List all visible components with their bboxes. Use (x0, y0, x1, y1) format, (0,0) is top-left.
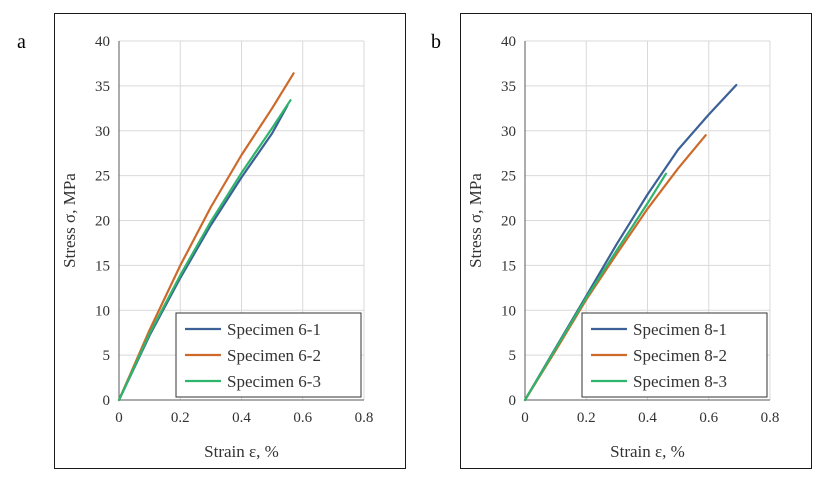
y-tick-label: 15 (95, 258, 110, 274)
y-tick-label: 10 (95, 303, 110, 319)
x-tick-label: 0 (115, 410, 123, 426)
x-tick-label: 0.4 (638, 410, 657, 426)
y-tick-label: 0 (509, 393, 517, 409)
legend-label: Specimen 6-1 (227, 320, 321, 339)
y-tick-label: 40 (501, 34, 516, 50)
y-tick-label: 25 (501, 169, 516, 185)
series-line (117, 72, 295, 402)
x-tick-label: 0.8 (761, 410, 780, 426)
x-tick-label: 0 (521, 410, 529, 426)
x-tick-label: 0.2 (577, 410, 596, 426)
y-tick-label: 35 (95, 79, 110, 95)
chart-panel-b: 0 0.2 0.4 0.6 0.8 0 5 10 15 20 25 30 35 40 Strain ε, %… (460, 13, 812, 469)
series-line (117, 99, 292, 402)
legend-label: Specimen 8-3 (633, 372, 727, 391)
x-tick-label: 0.8 (355, 410, 374, 426)
legend: Specimen 6-1 Specimen 6-2 Specimen 6-3 (175, 312, 362, 398)
x-tick-label: 0.6 (293, 410, 312, 426)
panel-label-b: b (431, 31, 441, 53)
y-axis-title: Stress σ, MPa (60, 173, 79, 268)
x-tick-label: 0.2 (171, 410, 190, 426)
x-axis-title: Strain ε, % (204, 442, 279, 461)
y-tick-label: 10 (501, 303, 516, 319)
x-axis-title: Strain ε, % (610, 442, 685, 461)
chart-b-svg: 0 0.2 0.4 0.6 0.8 0 5 10 15 20 25 30 35 40 Strain ε, %… (466, 34, 780, 461)
y-tick-label: 30 (501, 124, 516, 140)
series-line (523, 172, 667, 402)
legend-label: Specimen 8-2 (633, 346, 727, 365)
y-tick-label: 30 (95, 124, 110, 140)
legend-label: Specimen 6-3 (227, 372, 321, 391)
y-tick-label: 0 (103, 393, 111, 409)
panel-label-a: a (17, 31, 26, 53)
legend: Specimen 8-1 Specimen 8-2 Specimen 8-3 (581, 312, 768, 398)
y-tick-label: 5 (103, 348, 111, 364)
y-tick-label: 35 (501, 79, 516, 95)
x-tick-label: 0.6 (699, 410, 718, 426)
y-tick-label: 5 (509, 348, 517, 364)
x-tick-label: 0.4 (232, 410, 251, 426)
y-tick-label: 15 (501, 258, 516, 274)
chart-a-svg: 0 0.2 0.4 0.6 0.8 0 5 10 15 20 25 30 35 40 Strain ε, %… (60, 34, 374, 461)
chart-panel-a: 0 0.2 0.4 0.6 0.8 0 5 10 15 20 25 30 35 40 Strain ε, %… (54, 13, 406, 469)
legend-label: Specimen 8-1 (633, 320, 727, 339)
legend-label: Specimen 6-2 (227, 346, 321, 365)
y-tick-label: 20 (95, 214, 110, 230)
y-tick-label: 25 (95, 169, 110, 185)
y-tick-label: 40 (95, 34, 110, 50)
y-tick-label: 20 (501, 214, 516, 230)
y-axis-title: Stress σ, MPa (466, 173, 485, 268)
